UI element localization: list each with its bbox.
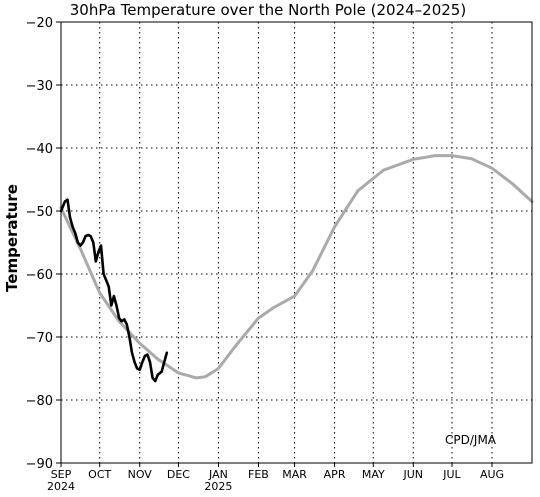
y-axis-label: Temperature — [3, 184, 21, 292]
x-tick-year-label: 2024 — [47, 480, 75, 493]
y-tick-label: −30 — [26, 79, 53, 94]
x-tick-label: DEC — [167, 468, 190, 481]
observed-line — [59, 198, 169, 383]
credit-label: CPD/JMA — [445, 433, 497, 447]
y-tick-label: −50 — [26, 205, 53, 220]
plot-frame — [60, 21, 533, 464]
y-tick-label: −90 — [26, 457, 53, 472]
x-tick-label: OCT — [88, 468, 111, 481]
y-tick-label: −70 — [26, 331, 53, 346]
x-tick-label: NOV — [128, 468, 153, 481]
x-tick-label: FEB — [248, 468, 269, 481]
y-tick-label: −20 — [26, 16, 53, 31]
x-tick-label: APR — [324, 468, 346, 481]
x-tick-label: JUL — [442, 468, 461, 481]
x-tick-label: JAN — [208, 468, 228, 481]
x-tick-label: SEP — [51, 468, 72, 481]
chart-title: 30hPa Temperature over the North Pole (2… — [70, 1, 466, 19]
grid — [61, 22, 532, 463]
x-tick-label: MAR — [282, 468, 307, 481]
x-tick-year-label: 2025 — [204, 480, 232, 493]
climatology-line — [59, 154, 534, 380]
x-tick-label: AUG — [480, 468, 504, 481]
x-tick-label: MAY — [362, 468, 385, 481]
x-tick-label: JUN — [403, 468, 424, 481]
y-axis-ticks: −20 −30 −40 −50 −60 −70 −80 −90 — [26, 16, 61, 472]
y-tick-label: −40 — [26, 142, 53, 157]
series-lines — [59, 154, 534, 383]
y-tick-label: −80 — [26, 394, 53, 409]
y-tick-label: −60 — [26, 268, 53, 283]
